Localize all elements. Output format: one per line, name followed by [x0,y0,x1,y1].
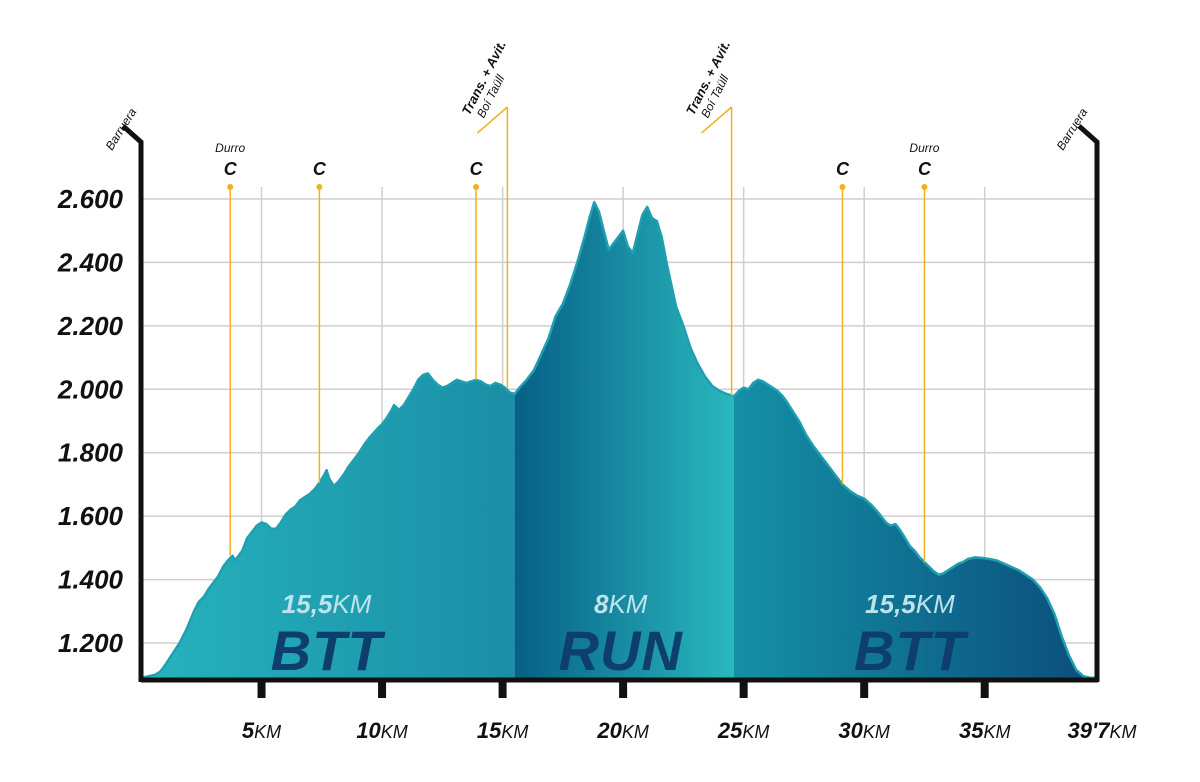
x-tick-mark [498,680,507,698]
checkpoint-symbol: C [836,159,850,179]
y-tick-label: 2.000 [57,374,124,404]
y-tick-label: 2.400 [57,247,124,277]
x-tick-mark [257,680,266,698]
segment-name-label: BTT [271,619,387,682]
y-tick-label: 1.800 [58,438,124,468]
checkpoint-symbol: C [313,159,327,179]
y-tick-label: 1.400 [58,565,124,595]
checkpoint-symbol: C [224,159,238,179]
y-tick-label: 1.600 [58,501,124,531]
start-label: Barruera [103,105,140,152]
x-tick-label: 35KM [959,718,1010,743]
checkpoint-dot [839,184,846,190]
x-tick-label: 25KM [717,718,769,743]
x-tick-label: 10KM [356,718,407,743]
segment-distance-label: 15,5KM [282,589,372,619]
y-tick-label: 1.200 [58,628,124,658]
checkpoint-symbol: C [918,159,932,179]
checkpoint-dot [227,184,234,190]
checkpoint-symbol: C [470,159,484,179]
transition-label: Trans. + Avit.Boí Taüll [459,38,509,120]
x-tick-label: 39'7KM [1068,718,1137,743]
x-tick-label: 20KM [596,718,648,743]
segment-distance-label: 8KM [594,589,648,619]
profile-outline [140,200,1098,680]
y-tick-label: 2.200 [57,311,124,341]
segment-name-label: RUN [559,619,684,682]
segment-distance-label: 15,5KM [865,589,955,619]
transition-label: Trans. + Avit.Boí Taüll [683,38,733,120]
x-tick-label: 5KM [242,718,281,743]
right-axis [1077,124,1100,682]
transition-leader [476,106,508,134]
x-tick-label: 30KM [838,718,889,743]
checkpoint-dot [316,184,323,190]
x-tick-mark [980,680,989,698]
checkpoint-dot [921,184,928,190]
transition-leader [701,106,733,134]
checkpoint-name: Durro [909,141,939,155]
left-axis [121,124,144,682]
segment-name-label: BTT [854,619,970,682]
x-tick-mark [739,680,748,698]
x-tick-label: 15KM [477,718,528,743]
checkpoint-name: Durro [215,141,245,155]
x-tick-mark [619,680,628,698]
checkpoint-dot [473,184,480,190]
x-tick-mark [860,680,869,698]
start-label-group: Barruera [103,105,140,152]
x-tick-mark [378,680,387,698]
y-tick-label: 2.600 [57,184,124,214]
